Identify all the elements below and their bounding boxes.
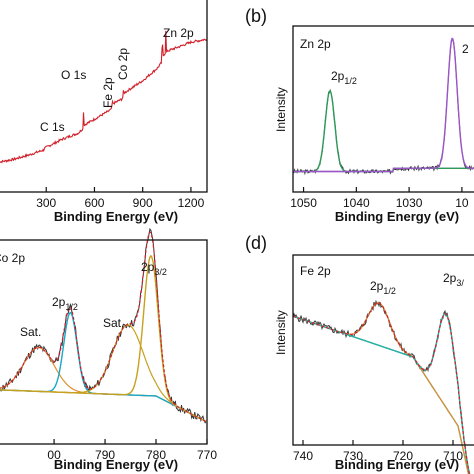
annotation-fe-2p12: 2p1/2 xyxy=(370,279,396,296)
co-sat1-fit-line xyxy=(0,346,207,423)
panel-a-x-ticks: 300 600 900 1200 xyxy=(36,187,205,210)
annotation-co-2p32-main: 2p xyxy=(141,260,155,274)
x-tick-label: 00 xyxy=(47,448,61,462)
annotation-fe-2p32-main: 2p xyxy=(443,271,457,285)
x-tick-label: 600 xyxy=(84,196,104,210)
panel-c-plot xyxy=(0,227,207,424)
x-tick-label: 740 xyxy=(293,449,313,463)
zn-2p32-fit-line xyxy=(293,37,474,173)
panel-b-plot xyxy=(292,37,474,176)
annotation-2p12-main: 2p xyxy=(331,69,345,83)
panel-d-label: (d) xyxy=(245,233,267,253)
annotation-fe-2p32: 2p3/ xyxy=(443,271,464,288)
annotation-o1s: O 1s xyxy=(61,68,86,82)
annotation-2p12-sub: 1/2 xyxy=(344,76,357,86)
panel-c-x-ticks: 00 790 780 770 xyxy=(47,439,217,462)
annotation-2p12: 2p1/2 xyxy=(331,69,357,86)
panel-b-label: (b) xyxy=(245,6,267,26)
annotation-sat-2: Sat. xyxy=(103,316,124,330)
annotation-co-2p32-sub: 3/2 xyxy=(154,267,167,277)
x-tick-label: 710 xyxy=(443,449,463,463)
co-sat2-fit-line xyxy=(0,324,207,423)
annotation-2p-edge: 2 xyxy=(462,42,469,56)
panel-a-frame xyxy=(0,0,208,193)
panel-d-x-ticks: 740 730 720 710 xyxy=(293,440,463,463)
annotation-co-2p12-sub: 1/2 xyxy=(65,302,78,312)
annotation-fe-2p12-sub: 1/2 xyxy=(383,286,396,296)
annotation-sat-1: Sat. xyxy=(20,325,41,339)
panel-b-title: Zn 2p xyxy=(300,37,331,51)
annotation-fe-2p32-sub: 3/ xyxy=(456,278,464,288)
annotation-fe-2p12-main: 2p xyxy=(370,279,384,293)
panel-a: 300 600 900 1200 Binding Energy (eV) C 1s O… xyxy=(0,0,208,224)
annotation-co-2p12: 2p1/2 xyxy=(52,295,78,312)
annotation-c1s: C 1s xyxy=(40,120,65,134)
fe-envelope-line xyxy=(292,302,470,474)
panel-c-xlabel: Binding Energy (eV) xyxy=(54,457,178,472)
annotation-co-2p32: 2p3/2 xyxy=(141,260,167,277)
x-tick-label: 10 xyxy=(455,196,469,210)
panel-d-xlabel: Binding Energy (eV) xyxy=(335,457,459,472)
panel-c-title: Co 2p xyxy=(0,251,25,265)
x-tick-label: 730 xyxy=(343,449,363,463)
panel-b-x-ticks: 1050 1040 1030 10 xyxy=(290,187,469,210)
annotation-co2p: Co 2p xyxy=(116,48,130,80)
panel-a-xlabel: Binding Energy (eV) xyxy=(54,209,178,224)
annotation-zn2p: Zn 2p xyxy=(163,26,194,40)
panel-a-plot xyxy=(0,30,208,164)
co-2p32-fit-line xyxy=(0,254,207,423)
co-envelope-line xyxy=(0,231,207,423)
survey-spectrum-line xyxy=(0,30,208,164)
panel-d: (d) Fe 2p Intensity 740 730 720 710 Binding… xyxy=(245,233,474,474)
x-tick-label: 900 xyxy=(133,196,153,210)
panel-b: (b) Zn 2p Intensity 1050 1040 1030 10 Bindi… xyxy=(245,6,474,224)
panel-c: Co 2p 00 790 780 770 Binding Energy (eV) Sa… xyxy=(0,227,217,472)
annotation-co-2p12-main: 2p xyxy=(52,295,66,309)
panel-c-frame xyxy=(0,239,208,445)
x-tick-label: 790 xyxy=(95,448,115,462)
annotation-fe2p: Fe 2p xyxy=(101,77,115,108)
panel-d-title: Fe 2p xyxy=(300,264,331,278)
x-tick-label: 780 xyxy=(146,448,166,462)
x-tick-label: 1200 xyxy=(178,196,205,210)
x-tick-label: 770 xyxy=(197,448,217,462)
panel-d-ylabel: Intensity xyxy=(274,310,288,355)
x-tick-label: 1030 xyxy=(396,196,423,210)
panel-b-xlabel: Binding Energy (eV) xyxy=(335,209,459,224)
x-tick-label: 1050 xyxy=(290,196,317,210)
panel-d-plot xyxy=(292,299,471,474)
panel-b-ylabel: Intensity xyxy=(274,87,288,132)
x-tick-label: 300 xyxy=(36,196,56,210)
x-tick-label: 1040 xyxy=(343,196,370,210)
x-tick-label: 720 xyxy=(393,449,413,463)
panel-b-frame xyxy=(292,25,474,193)
panel-d-frame xyxy=(292,254,474,446)
